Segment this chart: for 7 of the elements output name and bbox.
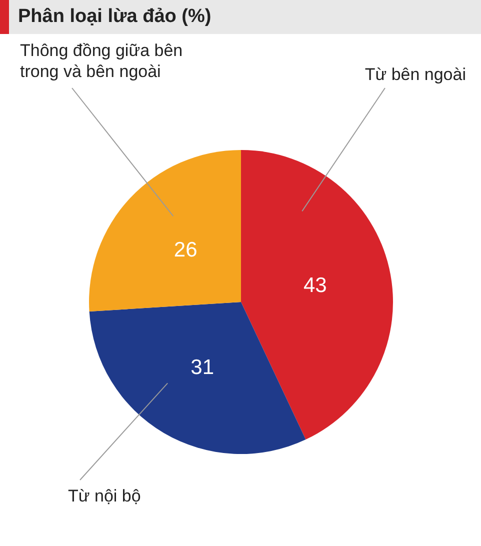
data-label: 31 xyxy=(190,356,214,379)
chart-title: Phân loại lừa đảo (%) xyxy=(18,6,212,28)
slice-label: Từ nội bộ xyxy=(68,486,141,506)
data-label: 26 xyxy=(174,238,198,262)
data-label: 43 xyxy=(303,274,327,297)
slice-label: Từ bên ngoài xyxy=(364,65,466,84)
slice-label: Thông đồng giữa bên trong và bên ngoài xyxy=(20,41,188,81)
